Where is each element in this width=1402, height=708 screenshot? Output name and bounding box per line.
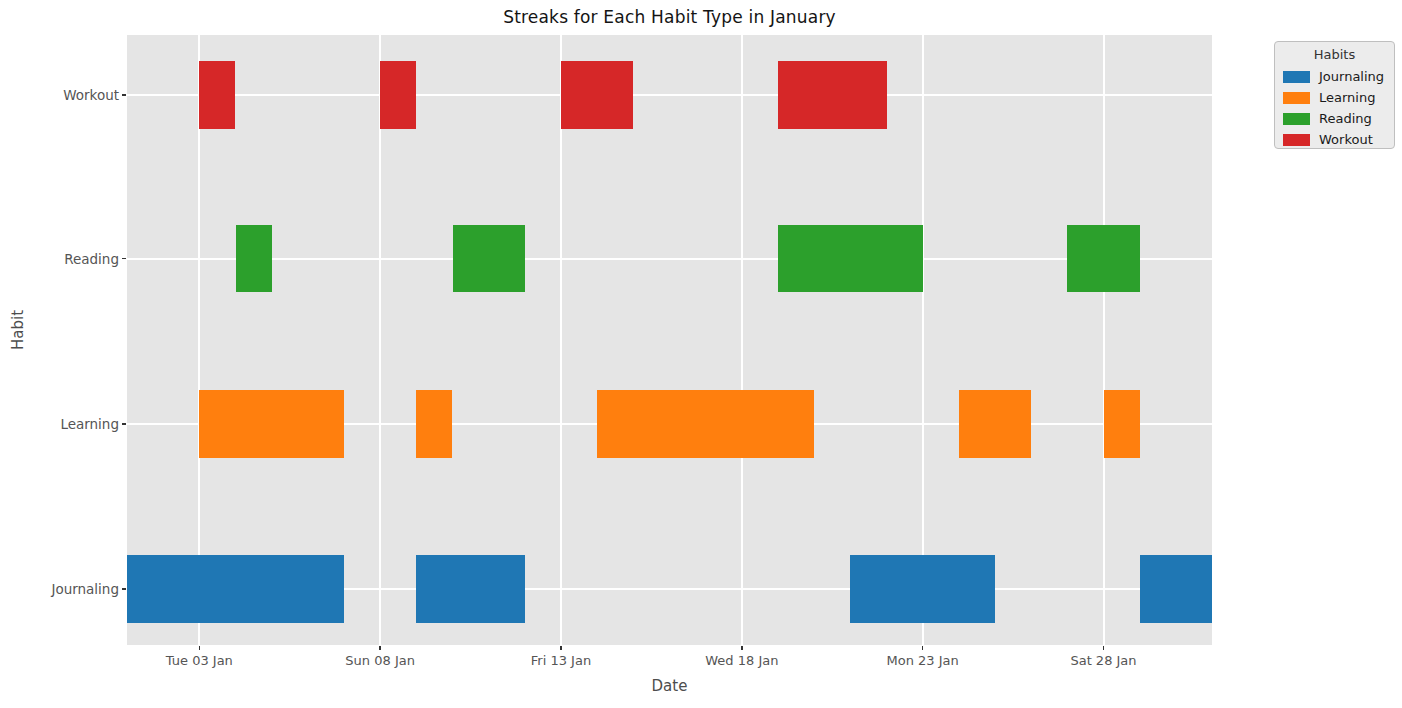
x-tick-label: Wed 18 Jan: [705, 653, 778, 668]
x-axis-title: Date: [127, 677, 1212, 695]
legend-entry: Workout: [1283, 129, 1386, 150]
streak-bar-journaling: [416, 555, 525, 622]
chart-title: Streaks for Each Habit Type in January: [127, 7, 1212, 27]
x-tick-mark: [199, 646, 201, 650]
x-tick-mark: [922, 646, 924, 650]
streak-bar-workout: [778, 61, 887, 128]
x-tick-mark: [1103, 646, 1105, 650]
x-tick-label: Mon 23 Jan: [887, 653, 959, 668]
x-tick-mark: [560, 646, 562, 650]
streak-bar-journaling: [850, 555, 995, 622]
streak-bar-journaling: [1140, 555, 1212, 622]
chart-figure: Streaks for Each Habit Type in January H…: [0, 0, 1402, 708]
legend-title: Habits: [1283, 47, 1386, 62]
legend-swatch-icon: [1283, 113, 1310, 125]
legend-swatch-icon: [1283, 134, 1310, 146]
x-tick-label: Sun 08 Jan: [345, 653, 415, 668]
streak-bar-reading: [778, 225, 923, 292]
y-tick-label: Reading: [9, 251, 119, 267]
legend-swatch-icon: [1283, 92, 1310, 104]
streak-bar-reading: [236, 225, 272, 292]
gridline-vertical: [741, 35, 743, 645]
streak-bar-learning: [199, 390, 344, 457]
legend-entries: Journaling Learning Reading Workout: [1283, 66, 1386, 150]
legend-entry: Journaling: [1283, 66, 1386, 87]
x-tick-mark: [379, 646, 381, 650]
y-tick-label: Learning: [9, 416, 119, 432]
legend-label: Reading: [1319, 111, 1372, 126]
streak-bar-workout: [561, 61, 633, 128]
streak-bar-reading: [1067, 225, 1139, 292]
streak-bar-learning: [1104, 390, 1140, 457]
legend-label: Journaling: [1319, 69, 1384, 84]
y-tick-label: Workout: [9, 87, 119, 103]
legend-swatch-icon: [1283, 71, 1310, 83]
streak-bar-workout: [380, 61, 416, 128]
y-tick-mark: [122, 94, 126, 96]
legend: Habits Journaling Learning Reading Workout: [1274, 41, 1395, 149]
y-tick-mark: [122, 258, 126, 260]
x-tick-mark: [741, 646, 743, 650]
y-tick-label: Journaling: [9, 581, 119, 597]
legend-label: Learning: [1319, 90, 1375, 105]
gridline-vertical: [1103, 35, 1105, 645]
streak-bar-workout: [199, 61, 235, 128]
legend-label: Workout: [1319, 132, 1373, 147]
legend-entry: Reading: [1283, 108, 1386, 129]
legend-entry: Learning: [1283, 87, 1386, 108]
gridline-horizontal: [127, 94, 1212, 96]
gridline-vertical: [922, 35, 924, 645]
x-tick-label: Fri 13 Jan: [531, 653, 591, 668]
x-tick-label: Sat 28 Jan: [1070, 653, 1136, 668]
plot-area: [127, 35, 1212, 645]
y-tick-mark: [122, 423, 126, 425]
streak-bar-learning: [416, 390, 452, 457]
y-axis-title: Habit: [9, 310, 27, 350]
streak-bar-learning: [597, 390, 814, 457]
gridline-horizontal: [127, 258, 1212, 260]
x-tick-label: Tue 03 Jan: [166, 653, 233, 668]
streak-bar-journaling: [127, 555, 344, 622]
streak-bar-reading: [453, 225, 525, 292]
streak-bar-learning: [959, 390, 1031, 457]
y-tick-mark: [122, 588, 126, 590]
